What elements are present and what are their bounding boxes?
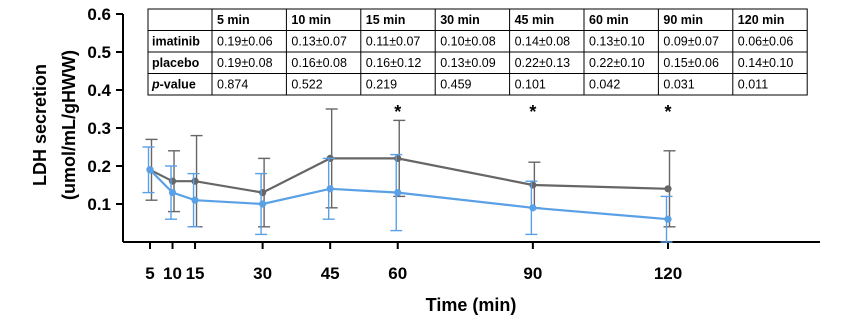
table-cell: 0.042: [589, 78, 620, 92]
table-header-cell: 5 min: [217, 13, 250, 27]
significance-star: *: [394, 102, 401, 122]
table-cell: 0.522: [291, 78, 322, 92]
table-cell: 0.11±0.07: [366, 35, 421, 49]
table-header-cell: 10 min: [291, 13, 331, 27]
y-tick-label: 0.5: [87, 43, 111, 62]
significance-star: *: [664, 102, 671, 122]
table-header-cell: 30 min: [440, 13, 480, 27]
x-tick-label: 60: [388, 264, 407, 283]
y-tick-label: 0.4: [87, 81, 111, 100]
imatinib-point: [168, 189, 177, 197]
imatinib-point: [259, 200, 267, 208]
table-row-label: p-value: [151, 78, 196, 92]
table-header-cell: 15 min: [366, 13, 406, 27]
imatinib-point: [394, 189, 402, 197]
table-cell: 0.459: [440, 78, 471, 92]
placebo-point: [529, 181, 537, 189]
table-cell: 0.06±0.06: [738, 35, 794, 49]
summary-table: 5 min 10 min 15 min 30 min 45 min 60 min 90 mi…: [147, 8, 808, 96]
table-cell: 0.16±0.08: [291, 56, 347, 70]
table-row-label: imatinib: [152, 35, 200, 49]
placebo-point: [191, 177, 199, 185]
axes: 0.1 0.2 0.3 0.4 0.5 0.6 5 10 15 30 45 60 90 120: [87, 5, 820, 283]
table-header-cell: 90 min: [663, 13, 703, 27]
placebo-line: [149, 157, 669, 194]
series-placebo: [145, 108, 676, 228]
x-tick-label: 45: [321, 264, 340, 283]
x-tick-label: 120: [654, 264, 682, 283]
table-row-label: placebo: [152, 56, 200, 70]
table-cell: 0.13±0.09: [440, 56, 496, 70]
table-cell: 0.011: [738, 78, 768, 92]
labels-layer: Time (min) LDH secretion (umol/mL/gHWW) * * *: [30, 50, 672, 315]
placebo-point: [168, 177, 177, 185]
table-cell: 0.13±0.10: [589, 35, 645, 49]
table-cell: 0.19±0.08: [217, 56, 273, 70]
p-label-rest: -value: [160, 78, 196, 92]
y-tick-label: 0.3: [87, 119, 111, 138]
imatinib-point: [326, 185, 334, 193]
table-cell: 0.874: [217, 78, 248, 92]
x-tick-label: 15: [186, 264, 205, 283]
table-cell: 0.09±0.07: [663, 35, 719, 49]
y-tick-label: 0.1: [87, 195, 111, 214]
table-header-cell: 120 min: [738, 13, 785, 27]
y-tick-label: 0.2: [87, 157, 111, 176]
significance-star: *: [529, 102, 536, 122]
y-axis-title-line1: LDH secretion: [30, 64, 50, 186]
table-cell: 0.22±0.13: [515, 56, 571, 70]
table-cell: 0.14±0.10: [738, 56, 794, 70]
placebo-point: [664, 185, 672, 193]
series-imatinib: [142, 146, 673, 243]
x-tick-label: 90: [523, 264, 542, 283]
imatinib-line: [149, 169, 669, 221]
table-header-cell: 45 min: [515, 13, 555, 27]
table-cell: 0.10±0.08: [440, 35, 496, 49]
placebo-point: [259, 189, 267, 197]
x-tick-label: 5: [145, 264, 154, 283]
table-cell: 0.19±0.06: [217, 35, 273, 49]
x-axis-title: Time (min): [426, 295, 517, 315]
p-italic: p: [151, 78, 160, 92]
table-cell: 0.14±0.08: [515, 35, 571, 49]
table-cell: 0.15±0.06: [663, 56, 719, 70]
placebo-point: [394, 154, 402, 162]
table-cell: 0.031: [663, 78, 694, 92]
imatinib-point: [529, 204, 537, 212]
table-cell: 0.219: [366, 78, 397, 92]
series-layer: [142, 108, 676, 243]
imatinib-point: [664, 215, 672, 223]
table-cell: 0.13±0.07: [291, 35, 347, 49]
table-cell: 0.101: [515, 78, 546, 92]
table-cell: 0.16±0.12: [366, 56, 422, 70]
x-tick-label: 30: [253, 264, 272, 283]
x-tick-label: 10: [163, 264, 182, 283]
imatinib-point: [191, 196, 199, 204]
y-tick-label: 0.6: [87, 5, 111, 24]
imatinib-point: [146, 166, 154, 174]
table-header-cell: 60 min: [589, 13, 629, 27]
table-cell: 0.22±0.10: [589, 56, 645, 70]
y-axis-title-line2: (umol/mL/gHWW): [59, 50, 79, 200]
